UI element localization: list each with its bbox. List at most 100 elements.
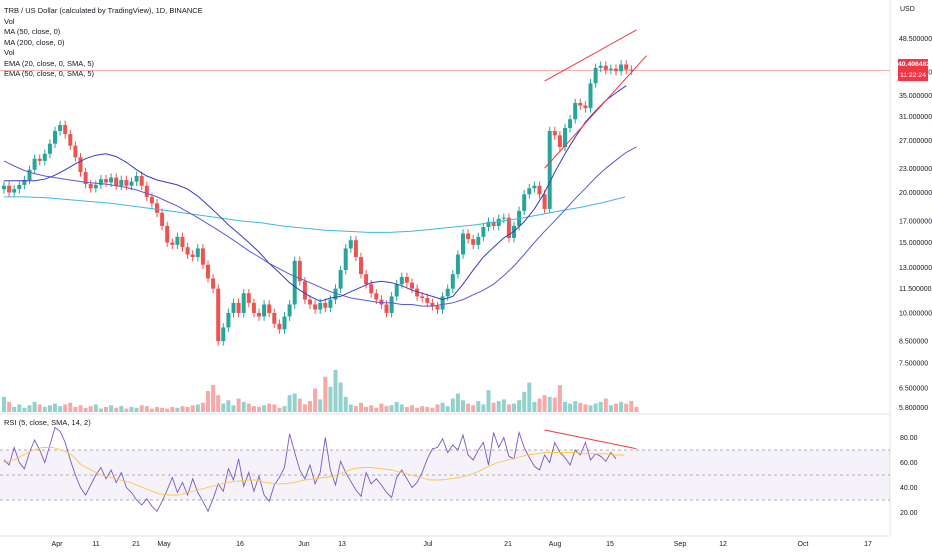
volume-bar	[496, 401, 501, 412]
candle-body	[68, 134, 73, 146]
volume-bar	[506, 404, 511, 412]
indicator-volume-2[interactable]: Vol	[4, 48, 15, 57]
indicator-ma200[interactable]: MA (200, close, 0)	[4, 37, 65, 47]
volume-bar	[114, 407, 119, 412]
price-tick-label: 48.500000	[899, 36, 932, 43]
candle-body	[323, 302, 328, 308]
price-tick-label: 11.500000	[899, 286, 932, 293]
candle-body	[598, 65, 603, 68]
candle-body	[563, 127, 567, 147]
volume-bar	[287, 395, 292, 412]
candle-body	[593, 67, 598, 84]
indicator-ema20[interactable]: EMA (20, close, 0, SMA, 5)	[4, 58, 95, 68]
volume-bar	[251, 406, 256, 412]
price-tick-label: 31.000000	[899, 114, 932, 121]
candle-body	[93, 184, 98, 189]
candle-body	[165, 225, 170, 243]
volume-bar	[22, 407, 27, 412]
rsi-tick-label: 20.00	[900, 510, 918, 517]
price-tick-label: 6.500000	[899, 385, 928, 392]
volume-bar	[246, 403, 251, 412]
indicator-ma50[interactable]: MA (50, close, 0)	[4, 27, 61, 36]
volume-bar	[542, 395, 547, 412]
candle-body	[190, 254, 195, 258]
candle-body	[348, 240, 353, 249]
volume-bar	[27, 405, 32, 412]
volume-bar	[124, 408, 129, 412]
candle-body	[175, 236, 180, 245]
volume-bar	[563, 401, 567, 412]
volume-bar	[557, 385, 562, 412]
candle-body	[17, 184, 22, 190]
volume-bar	[455, 393, 460, 412]
volume-bar	[532, 401, 537, 412]
time-tick-label: 21	[504, 541, 512, 548]
price-tick-label: 17.000000	[899, 218, 932, 225]
candle-body	[445, 288, 450, 297]
volume-bar	[83, 407, 88, 412]
time-tick-label: Oct	[798, 541, 809, 548]
indicator-volume-1[interactable]: Vol	[4, 16, 15, 26]
candle-body	[236, 302, 241, 313]
candle-body	[267, 304, 272, 313]
candle-body	[455, 254, 460, 275]
volume-bar	[53, 403, 57, 412]
volume-bar	[338, 382, 343, 412]
ema20-line	[4, 85, 627, 302]
candle-body	[63, 125, 68, 135]
candle-body	[47, 143, 52, 154]
volume-bar	[297, 398, 302, 412]
volume-bar	[425, 406, 430, 412]
volume-bar	[629, 401, 634, 412]
volume-bar	[603, 398, 608, 412]
volume-bar	[109, 405, 114, 412]
time-tick-label: 13	[338, 541, 346, 548]
volume-bar	[170, 406, 175, 412]
volume-bar	[399, 404, 404, 412]
indicator-ema50[interactable]: EMA (50, close, 0, SMA, 5)	[4, 69, 95, 78]
candle-body	[394, 284, 399, 297]
candle-body	[415, 288, 420, 297]
volume-bar	[42, 406, 47, 412]
volume-bar	[262, 405, 267, 412]
volume-bar	[190, 405, 195, 412]
candle-body	[251, 302, 256, 313]
volume-bar	[384, 406, 389, 412]
candle-body	[73, 145, 78, 158]
volume-bar	[343, 396, 348, 412]
candle-body	[603, 65, 608, 70]
volume-bar	[404, 406, 409, 412]
rsi-legend[interactable]: RSI (5, close, SMA, 14, 2)	[4, 418, 91, 427]
volume-bar	[568, 403, 573, 412]
volume-bar	[333, 370, 338, 412]
volume-bar	[93, 404, 98, 412]
volume-bar	[160, 407, 165, 412]
candle-body	[7, 185, 12, 193]
candle-body	[547, 131, 552, 209]
volume-bar	[537, 398, 542, 412]
currency-label: USD	[900, 6, 915, 13]
volume-bar	[7, 401, 12, 412]
volume-bar	[308, 401, 312, 412]
candle-body	[364, 274, 369, 285]
candle-body	[78, 157, 83, 173]
symbol-title[interactable]: TRB / US Dollar (calculated by TradingVi…	[4, 6, 203, 15]
candle-body	[527, 188, 532, 195]
candle-body	[32, 158, 37, 170]
candle-body	[512, 225, 516, 238]
volume-bar	[257, 406, 261, 412]
candle-body	[206, 264, 210, 279]
candle-body	[98, 179, 103, 185]
price-tick-label: 27.000000	[899, 138, 932, 145]
candle-body	[338, 270, 343, 289]
candle-body	[379, 299, 384, 305]
candle-body	[160, 212, 165, 226]
candle-body	[501, 217, 506, 219]
volume-bar	[149, 408, 154, 412]
candle-body	[466, 233, 471, 240]
candle-body	[134, 175, 139, 182]
candle-body	[333, 288, 338, 300]
candle-body	[231, 302, 236, 313]
